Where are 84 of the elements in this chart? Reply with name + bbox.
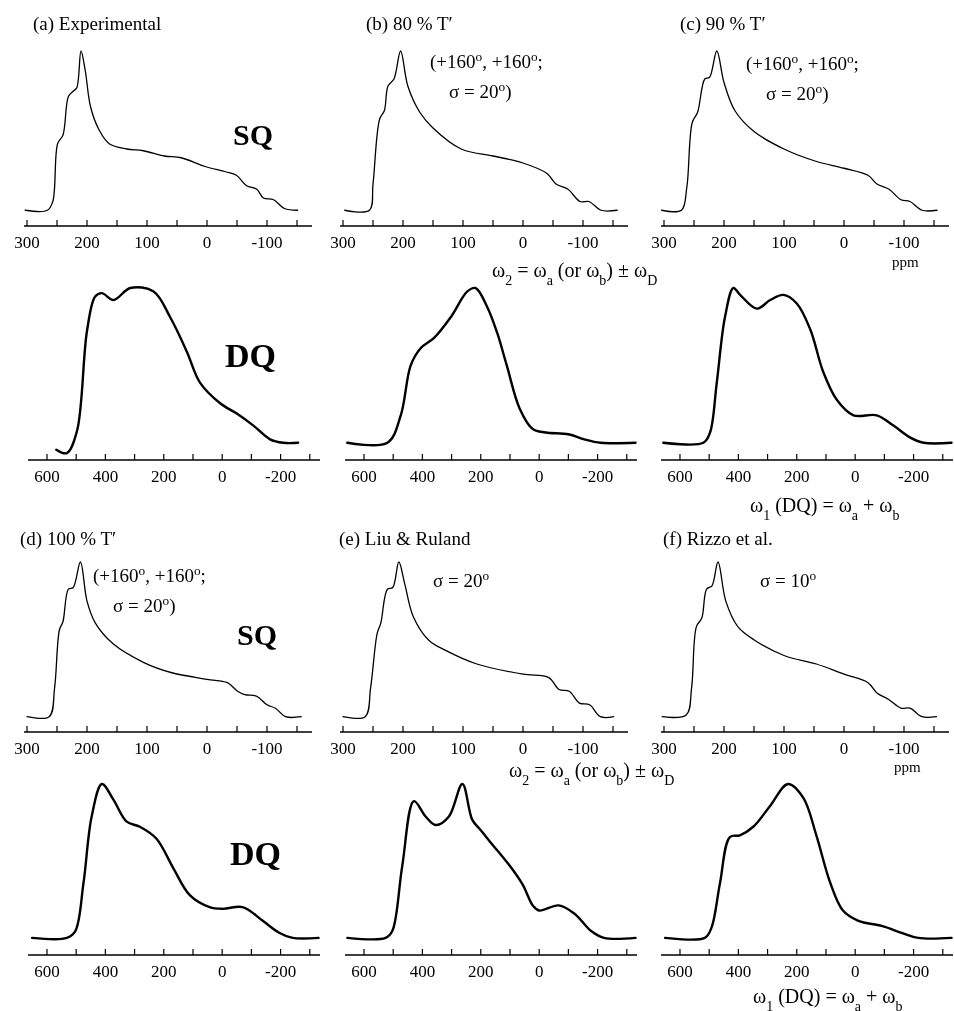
x-tick-label: 0: [850, 962, 860, 981]
chart-title: (c) 90 % T′: [680, 13, 766, 35]
x-tick-label: 0: [534, 467, 544, 486]
x-tick-label: 0: [518, 233, 528, 252]
x-tick-label: 0: [850, 467, 860, 486]
x-axis-title: ppm: [894, 759, 921, 775]
x-tick-label: 100: [134, 739, 160, 758]
annotation: σ = 20$^{o}$): [449, 78, 512, 103]
x-tick-label: 600: [34, 962, 60, 981]
x-tick-label: -200: [897, 467, 930, 486]
x-tick-label: -200: [897, 962, 930, 981]
annotation: (+160$^{o}$, +160$^{o}$;: [93, 562, 206, 587]
x-tick-label: 100: [771, 739, 797, 758]
x-tick-label: 300: [651, 233, 677, 252]
annotation: DQ: [230, 835, 281, 872]
x-tick-label: 0: [202, 233, 212, 252]
x-tick-label: -200: [581, 467, 614, 486]
x-tick-label: -200: [264, 962, 297, 981]
x-tick-label: 300: [14, 233, 40, 252]
x-tick-label: 0: [839, 233, 849, 252]
annotation: (+160$^{o}$, +160$^{o}$;: [430, 48, 543, 73]
x-tick-label: -200: [264, 467, 297, 486]
x-tick-label: 600: [667, 962, 693, 981]
x-tick-label: 100: [450, 739, 476, 758]
x-tick-label: 600: [34, 467, 60, 486]
x-tick-label: 400: [725, 467, 752, 486]
annotation: DQ: [225, 337, 276, 374]
x-tick-label: 600: [667, 467, 693, 486]
x-tick-label: 400: [409, 962, 436, 981]
x-tick-label: 200: [468, 467, 494, 486]
x-tick-label: 600: [351, 962, 377, 981]
x-tick-label: 200: [784, 467, 810, 486]
annotation: SQ: [233, 118, 274, 151]
x-axis-title: ppm: [892, 254, 919, 270]
x-tick-label: 100: [134, 233, 160, 252]
x-tick-label: 100: [771, 233, 797, 252]
x-tick-label: 300: [330, 739, 356, 758]
chart-title: (e) Liu & Ruland: [339, 528, 471, 550]
annotation: (+160$^{o}$, +160$^{o}$;: [746, 50, 859, 75]
x-tick-label: 0: [217, 467, 227, 486]
x-tick-label: -100: [251, 233, 283, 252]
x-tick-label: 0: [202, 739, 212, 758]
annotation: σ = 20$^{o}$: [433, 567, 490, 591]
x-tick-label: -100: [567, 233, 599, 252]
x-tick-label: 300: [14, 739, 40, 758]
x-tick-label: 0: [518, 739, 528, 758]
x-tick-label: -200: [581, 962, 614, 981]
x-axis-title: ω$_{2}$ = ω$_{a}$ (or ω$_{b}$) ± ω$_{D}$: [492, 259, 658, 288]
x-tick-label: 0: [534, 962, 544, 981]
chart-title: (d) 100 % T′: [20, 528, 117, 550]
x-tick-label: 0: [217, 962, 227, 981]
x-tick-label: 200: [390, 233, 416, 252]
x-tick-label: -100: [251, 739, 283, 758]
annotation: σ = 20$^{o}$): [113, 592, 176, 617]
x-tick-label: 100: [450, 233, 476, 252]
x-tick-label: 600: [351, 467, 377, 486]
x-axis-title: ω$_{2}$ = ω$_{a}$ (or ω$_{b}$) ± ω$_{D}$: [509, 759, 675, 788]
x-tick-label: 200: [784, 962, 810, 981]
chart-title: (b) 80 % T′: [366, 13, 453, 35]
annotation: σ = 10$^{o}$: [760, 567, 817, 591]
x-tick-label: 200: [390, 739, 416, 758]
x-tick-label: -100: [567, 739, 599, 758]
x-tick-label: -100: [888, 233, 920, 252]
x-axis-title: ω$_{1}$ (DQ) = ω$_{a}$ + ω$_{b}$: [750, 494, 900, 523]
annotation: SQ: [237, 618, 278, 651]
x-tick-label: 400: [409, 467, 436, 486]
x-tick-label: 200: [711, 739, 737, 758]
annotation: σ = 20$^{o}$): [766, 80, 829, 105]
chart-title: (a) Experimental: [33, 13, 162, 35]
x-tick-label: 200: [151, 467, 177, 486]
x-tick-label: 200: [74, 739, 100, 758]
x-tick-label: 300: [651, 739, 677, 758]
x-tick-label: 400: [92, 467, 119, 486]
x-tick-label: 300: [330, 233, 356, 252]
x-tick-label: 200: [468, 962, 494, 981]
x-tick-label: 0: [839, 739, 849, 758]
chart-title: (f) Rizzo et al.: [663, 528, 773, 550]
x-tick-label: 200: [711, 233, 737, 252]
x-tick-label: 200: [74, 233, 100, 252]
x-tick-label: 400: [725, 962, 752, 981]
x-tick-label: 200: [151, 962, 177, 981]
x-axis-title: ω$_{1}$ (DQ) = ω$_{a}$ + ω$_{b}$: [753, 985, 903, 1011]
x-tick-label: 400: [92, 962, 119, 981]
x-tick-label: -100: [888, 739, 920, 758]
